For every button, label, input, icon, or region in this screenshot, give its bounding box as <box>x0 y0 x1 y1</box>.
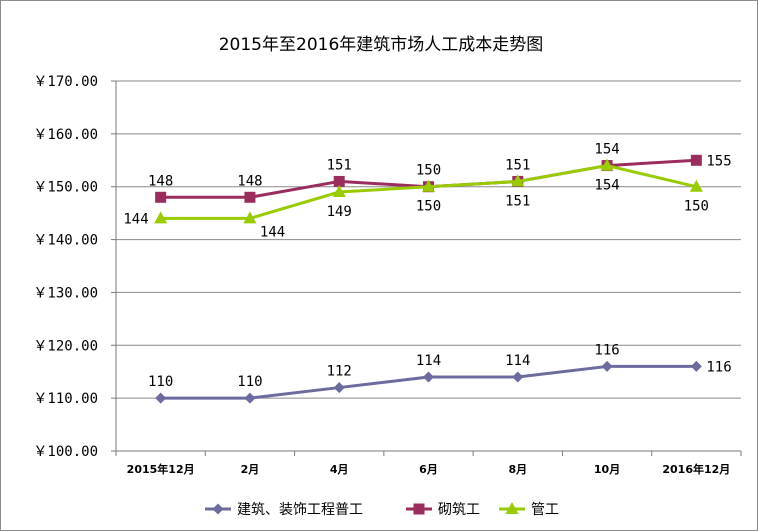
x-tick-label: 2015年12月 <box>127 462 195 476</box>
data-label: 110 <box>148 374 173 390</box>
legend-label: 管工 <box>531 502 559 518</box>
data-label: 116 <box>706 359 731 375</box>
data-point-marker <box>333 175 345 187</box>
data-label: 150 <box>416 199 441 215</box>
data-label: 116 <box>594 342 619 358</box>
data-point-marker <box>690 154 702 166</box>
data-point-marker <box>333 382 345 394</box>
data-point-marker <box>243 211 257 224</box>
legend-label: 建筑、装饰工程普工 <box>237 502 363 518</box>
data-label: 148 <box>148 173 173 189</box>
data-point-marker <box>512 371 524 383</box>
legend-label: 砌筑工 <box>438 502 480 518</box>
x-tick-label: 8月 <box>508 463 527 476</box>
data-label: 155 <box>706 153 731 169</box>
legend: 建筑、装饰工程普工 砌筑工 管工 <box>205 502 559 518</box>
data-label: 114 <box>416 353 441 369</box>
data-label: 150 <box>416 163 441 179</box>
y-tick-label: ￥170.00 <box>33 74 98 90</box>
data-label: 151 <box>505 157 530 173</box>
series-layer <box>154 154 703 404</box>
x-tick-label: 10月 <box>594 463 620 476</box>
data-point-marker <box>413 503 425 515</box>
data-point-marker <box>155 392 167 404</box>
data-point-marker <box>601 360 613 372</box>
data-point-marker <box>332 185 346 197</box>
data-point-marker <box>423 371 434 383</box>
y-tick-label: ￥130.00 <box>33 285 98 301</box>
x-tick-label: 2016年12月 <box>662 462 730 476</box>
data-point-marker <box>422 179 435 192</box>
y-axis-ticks: ￥170.00 ￥160.00 ￥150.00 ￥140.00 ￥130.00 ￥120.… <box>33 74 98 460</box>
data-label: 150 <box>684 199 709 215</box>
x-tick-label: 6月 <box>419 463 438 476</box>
data-label: 114 <box>505 353 530 369</box>
data-point-marker <box>511 174 525 187</box>
data-label: 154 <box>594 178 619 194</box>
data-point-marker <box>690 360 702 372</box>
data-point-marker <box>505 502 519 514</box>
data-label: 144 <box>123 211 148 227</box>
y-tick-label: ￥160.00 <box>33 127 98 143</box>
y-tick-label: ￥150.00 <box>33 180 98 196</box>
data-label: 154 <box>594 142 619 158</box>
data-point-marker <box>244 392 256 404</box>
x-tick-label: 2月 <box>241 463 260 476</box>
data-label: 144 <box>260 224 285 240</box>
y-tick-label: ￥110.00 <box>33 391 98 407</box>
x-tick-label: 4月 <box>330 463 349 476</box>
data-label: 112 <box>327 364 352 380</box>
data-point-marker <box>154 211 168 224</box>
y-tick-label: ￥120.00 <box>33 338 98 354</box>
y-tick-label: ￥140.00 <box>33 233 98 249</box>
data-point-marker <box>244 191 256 203</box>
data-point-marker <box>212 503 224 515</box>
data-point-marker <box>689 179 703 192</box>
axes <box>111 80 742 456</box>
data-label: 151 <box>327 157 352 173</box>
data-label: 151 <box>505 193 530 209</box>
data-label: 148 <box>237 173 262 189</box>
chart-title: 2015年至2016年建筑市场人工成本走势图 <box>219 35 544 55</box>
y-tick-label: ￥100.00 <box>33 444 98 460</box>
x-axis-ticks: 2015年12月 2月 4月 6月 8月 10月 2016年12月 <box>127 462 731 476</box>
data-point-marker <box>155 191 167 203</box>
data-point-marker <box>600 158 614 171</box>
data-label: 149 <box>327 204 352 220</box>
data-label: 110 <box>237 374 262 390</box>
data-labels: 110 110 112 114 114 116 116 148 148 151 150 151 154 1… <box>123 142 731 391</box>
gridlines <box>116 80 741 399</box>
